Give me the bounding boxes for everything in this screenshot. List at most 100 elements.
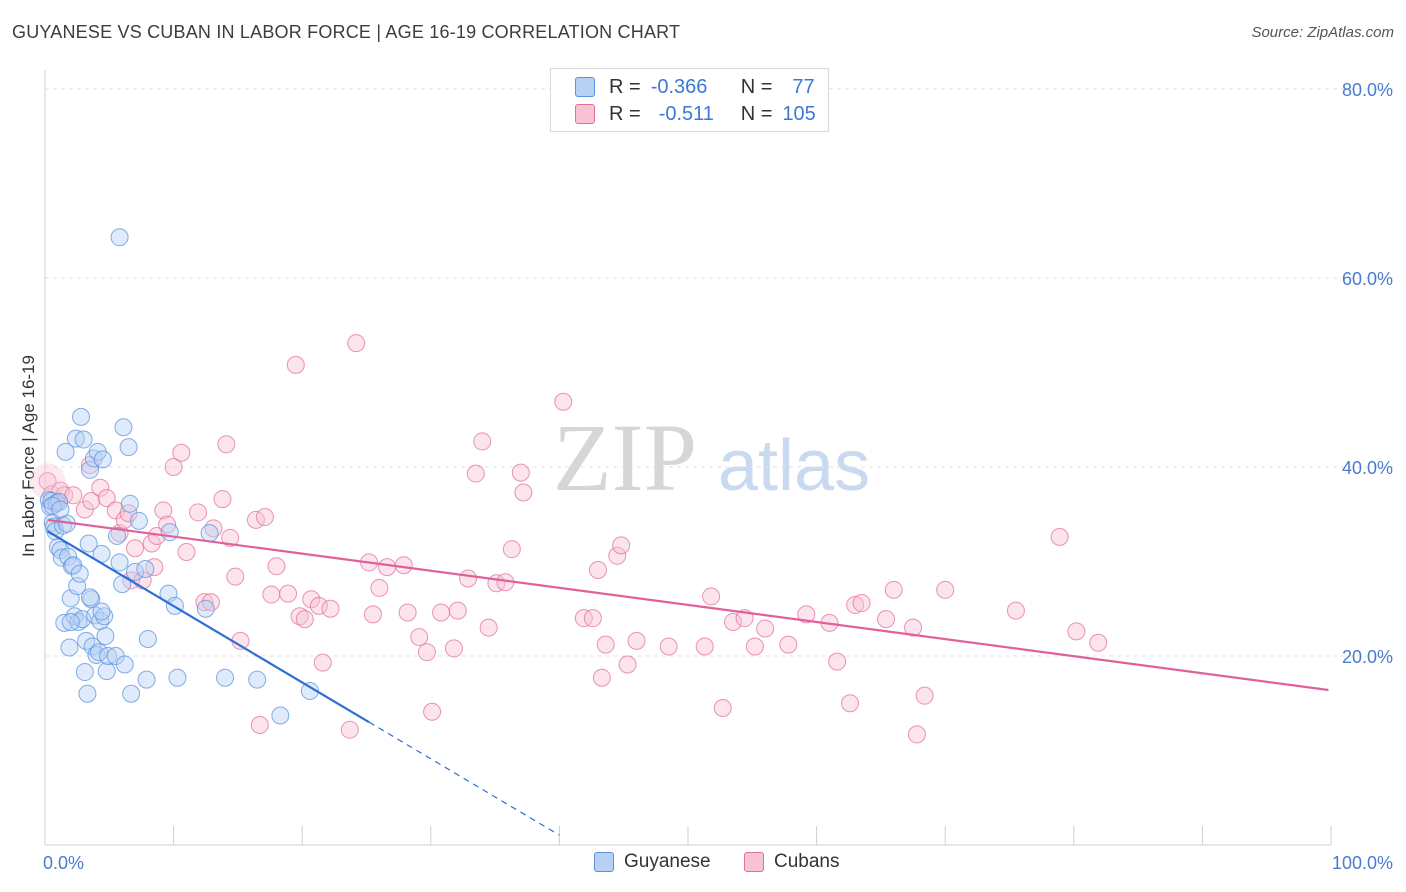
guyanese-point: [79, 534, 98, 553]
y-tick-labels: 20.0% 40.0% 60.0% 80.0%: [1342, 80, 1393, 667]
cubans-point: [695, 637, 714, 656]
cubans-point: [702, 587, 721, 606]
guyanese-point: [110, 228, 129, 247]
cubans-point: [713, 698, 732, 717]
guyanese-point: [60, 638, 79, 657]
guyanese-point: [92, 602, 111, 621]
guyanese-point: [81, 588, 100, 607]
cubans-point: [378, 558, 397, 577]
guyanese-point: [55, 613, 74, 632]
cubans-point: [221, 528, 240, 547]
bottom-legend-label: Cubans: [774, 851, 840, 872]
cubans-point: [250, 715, 269, 734]
cubans-point: [877, 610, 896, 629]
guyanese-point: [81, 460, 100, 479]
watermark-atlas: atlas: [718, 426, 870, 506]
guyanese-point: [59, 547, 78, 566]
cubans-point: [659, 637, 678, 656]
cubans-point: [915, 686, 934, 705]
y-tick-label: 80.0%: [1342, 80, 1393, 100]
cubans-point: [145, 558, 164, 577]
cubans-point: [588, 560, 607, 579]
chart-title: GUYANESE VS CUBAN IN LABOR FORCE | AGE 1…: [12, 22, 681, 42]
legend-row-cubans: R = -0.511 N = 105: [575, 102, 816, 126]
cubans-point: [936, 580, 955, 599]
cubans-point: [828, 652, 847, 671]
cubans-point: [846, 595, 865, 614]
cubans-point: [423, 702, 442, 721]
cubans-point: [466, 464, 485, 483]
cubans-point: [904, 618, 923, 637]
cubans-point: [302, 590, 321, 609]
guyanese-point: [51, 500, 70, 519]
guyanese-point: [96, 627, 115, 646]
guyanese-trend-line: [47, 530, 370, 724]
cubans-point: [618, 655, 637, 674]
legend-n-value: 77: [792, 75, 815, 98]
cubans-point: [313, 653, 332, 672]
guyanese-point: [61, 612, 80, 631]
guyanese-point: [196, 599, 215, 618]
guyanese-point: [97, 662, 116, 681]
guyanese-point: [122, 684, 141, 703]
cubans-point: [189, 503, 208, 522]
cubans-point: [217, 435, 236, 454]
guyanese-point: [93, 450, 112, 469]
guyanese-point: [51, 541, 70, 560]
guyanese-point: [66, 429, 85, 448]
cubans-point: [91, 478, 110, 497]
guyanese-point: [63, 557, 82, 576]
guyanese-point: [200, 524, 219, 543]
bottom-legend-guyanese: Guyanese: [594, 851, 711, 873]
cubans-swatch: [575, 104, 595, 124]
trend-lines: [47, 518, 1329, 836]
legend-n-label: N =: [740, 102, 773, 125]
legend-r-label: R =: [609, 75, 641, 98]
cubans-point: [410, 628, 429, 647]
cubans-point: [213, 490, 232, 509]
watermark: ZIP atlas: [553, 404, 870, 511]
guyanese-point: [72, 407, 91, 426]
y-axis-title: In Labor Force | Age 16-19: [19, 355, 38, 557]
guyanese-point: [119, 438, 138, 457]
cubans-point: [841, 694, 860, 713]
guyanese-point: [168, 668, 187, 687]
guyanese-point: [160, 523, 179, 542]
x-tick-label-min: 0.0%: [43, 853, 84, 873]
cubans-point: [554, 392, 573, 411]
cubans-point-cluster: [29, 463, 66, 500]
legend-n-value: 105: [782, 102, 816, 125]
cubans-point: [1089, 633, 1108, 652]
cubans-point: [627, 631, 646, 650]
guyanese-point: [137, 670, 156, 689]
guyanese-point: [216, 668, 235, 687]
cubans-point: [321, 599, 340, 618]
bottom-legend-cubans: Cubans: [744, 851, 840, 873]
guyanese-trend-extension: [368, 721, 560, 836]
guyanese-point: [129, 511, 148, 530]
cubans-point: [612, 536, 631, 555]
guyanese-point: [70, 564, 89, 583]
guyanese-point: [136, 560, 155, 579]
guyanese-point: [138, 629, 157, 648]
guyanese-point: [126, 562, 145, 581]
watermark-zip: ZIP: [553, 404, 697, 511]
legend-r-value: -0.511: [658, 102, 714, 125]
stats-legend: R = -0.366 N = 77 R = -0.511 N = 105: [550, 68, 829, 132]
bottom-legend-label: Guyanese: [624, 851, 711, 872]
cubans-point: [473, 432, 492, 451]
cubans-point: [177, 543, 196, 562]
cubans-point: [1067, 622, 1086, 641]
cubans-point: [295, 610, 314, 629]
cubans-point: [267, 557, 286, 576]
cubans-point: [164, 457, 183, 476]
guyanese-swatch: [594, 852, 614, 872]
x-tick-label-max: 100.0%: [1332, 853, 1393, 873]
cubans-point: [797, 605, 816, 624]
y-tick-label: 20.0%: [1342, 647, 1393, 667]
legend-n-label: N =: [740, 75, 773, 98]
cubans-point: [432, 603, 451, 622]
cubans-point: [309, 596, 328, 615]
guyanese-point: [75, 663, 94, 682]
cubans-point: [262, 585, 281, 604]
